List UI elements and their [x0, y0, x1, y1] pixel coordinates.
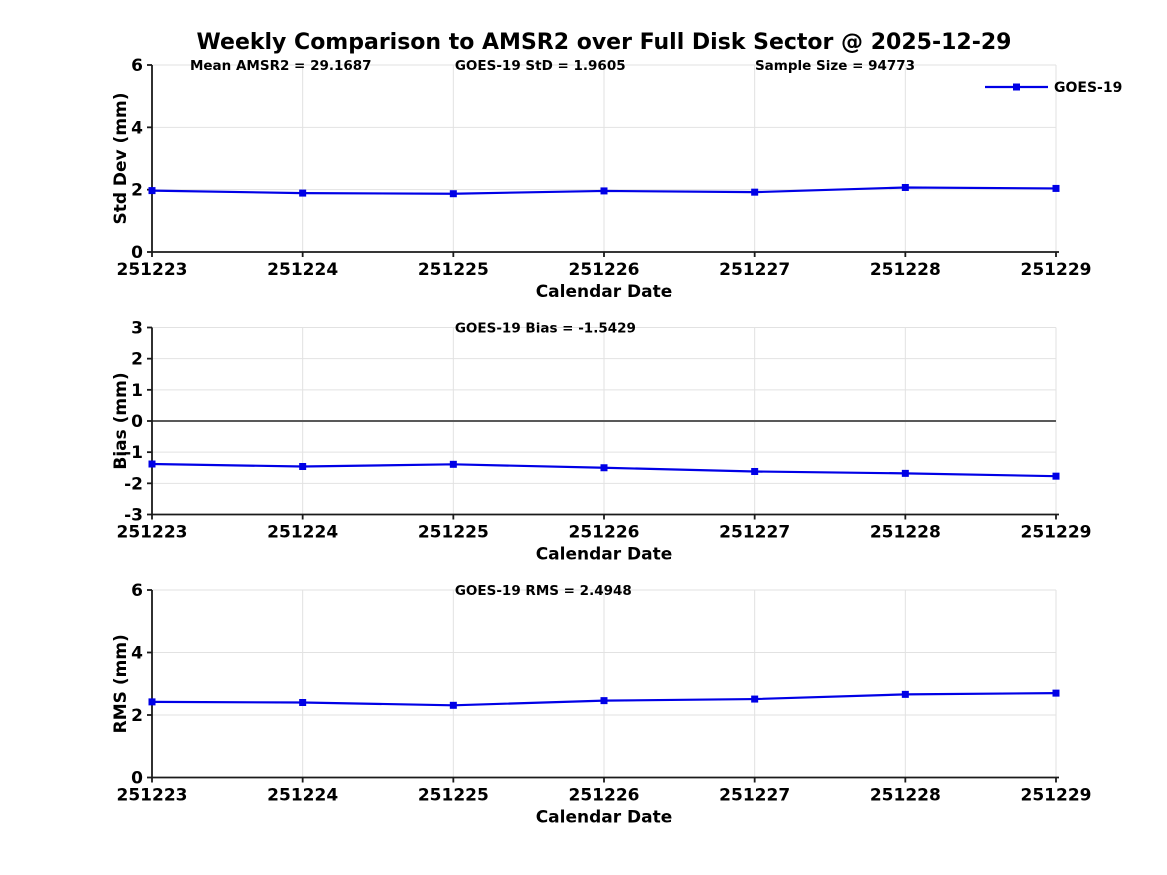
data-point-marker [148, 698, 156, 706]
data-point-marker [148, 187, 156, 195]
x-tick-label: 251228 [870, 523, 941, 543]
data-point-marker [751, 695, 759, 703]
stat-annotation: GOES-19 RMS = 2.4948 [455, 583, 632, 599]
y-tick-label: 4 [131, 118, 143, 138]
data-point-marker [901, 183, 909, 191]
x-tick-label: 251223 [117, 786, 188, 806]
y-axis-label: RMS (mm) [111, 634, 131, 733]
y-tick-label: 2 [131, 706, 143, 726]
y-tick-label: 3 [131, 319, 143, 339]
data-point-marker [600, 464, 608, 472]
data-point-marker [449, 190, 457, 198]
y-tick-label: -3 [124, 506, 143, 526]
x-tick-label: 251228 [870, 786, 941, 806]
x-tick-label: 251223 [117, 260, 188, 280]
y-tick-label: -2 [124, 474, 143, 494]
data-point-marker [901, 469, 909, 477]
data-point-marker [1052, 472, 1060, 480]
y-tick-label: 6 [131, 56, 143, 76]
y-axis-label: Std Dev (mm) [111, 92, 131, 224]
x-tick-label: 251226 [569, 523, 640, 543]
x-tick-label: 251229 [1021, 523, 1092, 543]
y-tick-label: 2 [131, 350, 143, 370]
x-tick-label: 251224 [267, 523, 338, 543]
data-point-marker [1052, 689, 1060, 697]
data-point-marker [1052, 184, 1060, 192]
data-point-marker [449, 460, 457, 468]
y-tick-label: 2 [131, 181, 143, 201]
y-tick-label: 6 [131, 581, 143, 601]
data-point-marker [148, 460, 156, 468]
data-point-marker [299, 699, 307, 706]
data-point-marker [299, 189, 307, 197]
x-tick-label: 251226 [569, 260, 640, 280]
stddev-subplot: 0 2 4 6 251223 251224 251225 251226 251227 251228… [111, 56, 1122, 302]
x-axis-label: Calendar Date [536, 545, 673, 565]
x-tick-label: 251225 [418, 786, 489, 806]
x-tick-label: 251225 [418, 523, 489, 543]
legend-label: GOES-19 [1054, 80, 1122, 96]
x-tick-label: 251229 [1021, 260, 1092, 280]
data-point-marker [751, 188, 759, 196]
stat-annotation: GOES-19 StD = 1.9605 [455, 58, 626, 74]
x-tick-label: 251228 [870, 260, 941, 280]
y-tick-label: 0 [131, 243, 143, 263]
data-point-marker [600, 187, 608, 195]
x-tick-label: 251227 [719, 260, 790, 280]
bias-subplot: -3 -2 -1 0 1 2 3 251223 251224 251225 251226 251227… [111, 319, 1092, 565]
y-tick-label: 1 [131, 381, 143, 401]
x-tick-label: 251227 [719, 786, 790, 806]
data-point-marker [299, 463, 307, 471]
y-axis-label: Bias (mm) [111, 372, 131, 469]
x-axis-label: Calendar Date [536, 808, 673, 828]
data-point-marker [901, 690, 909, 698]
stat-annotation: Sample Size = 94773 [755, 58, 915, 74]
y-tick-label: -1 [124, 443, 143, 463]
rms-subplot: 0 2 4 6 251223 251224 251225 251226 251227 251228… [111, 581, 1092, 828]
data-point-marker [751, 467, 759, 475]
x-tick-label: 251223 [117, 523, 188, 543]
stat-annotation: GOES-19 Bias = -1.5429 [455, 321, 636, 337]
legend-marker-sample [1013, 83, 1020, 91]
stat-annotation: Mean AMSR2 = 29.1687 [190, 58, 372, 74]
x-tick-label: 251229 [1021, 786, 1092, 806]
x-axis-label: Calendar Date [536, 282, 673, 302]
x-tick-label: 251225 [418, 260, 489, 280]
data-point-marker [600, 697, 608, 705]
x-tick-label: 251227 [719, 523, 790, 543]
chart-title: Weekly Comparison to AMSR2 over Full Dis… [196, 30, 1012, 55]
x-tick-label: 251224 [267, 786, 338, 806]
x-tick-label: 251224 [267, 260, 338, 280]
data-point-marker [449, 701, 457, 709]
y-tick-label: 0 [131, 769, 143, 789]
y-tick-label: 0 [131, 412, 143, 432]
x-tick-label: 251226 [569, 786, 640, 806]
y-tick-label: 4 [131, 644, 143, 664]
